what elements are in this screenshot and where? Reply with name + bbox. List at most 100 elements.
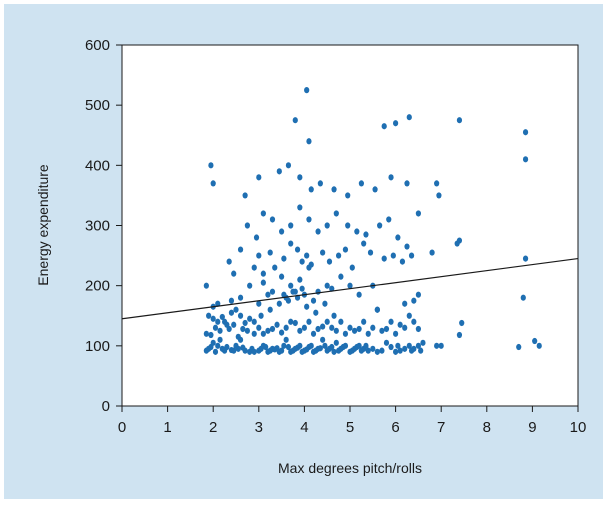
data-point <box>206 312 212 319</box>
data-point <box>438 342 444 349</box>
data-point <box>383 339 390 346</box>
data-point <box>233 306 239 313</box>
data-point <box>267 249 273 256</box>
data-point <box>294 246 301 253</box>
data-point <box>242 319 248 327</box>
data-point <box>203 330 209 337</box>
data-point <box>215 342 221 349</box>
data-point <box>436 192 442 199</box>
data-point <box>336 252 342 259</box>
data-point <box>411 318 417 325</box>
data-point <box>301 324 307 331</box>
data-point <box>231 347 237 354</box>
data-point <box>269 325 276 333</box>
data-point <box>308 261 314 268</box>
data-point <box>342 330 349 337</box>
x-tick-label: 1 <box>163 419 171 436</box>
data-point <box>388 174 394 181</box>
data-point <box>388 318 394 325</box>
data-point <box>281 342 287 349</box>
x-tick-label: 7 <box>437 419 445 436</box>
data-point <box>379 347 385 354</box>
data-point <box>363 342 369 349</box>
data-point <box>313 309 319 316</box>
data-point <box>292 288 298 295</box>
data-point <box>256 174 262 181</box>
data-point <box>251 318 257 325</box>
data-point <box>329 343 335 351</box>
x-tick-label: 4 <box>300 419 308 436</box>
data-point <box>395 234 401 241</box>
data-point <box>285 162 292 169</box>
data-point <box>240 325 246 333</box>
y-tick-label: 200 <box>85 278 110 295</box>
data-point <box>260 210 266 217</box>
data-point <box>265 327 271 334</box>
data-point <box>279 329 285 336</box>
data-point <box>522 255 529 262</box>
data-point <box>210 180 216 187</box>
data-point <box>279 228 285 235</box>
data-point <box>324 222 330 229</box>
data-point <box>219 313 225 321</box>
data-point <box>310 297 317 304</box>
data-point <box>224 343 230 351</box>
data-point <box>383 325 390 333</box>
data-point <box>516 343 522 351</box>
data-point <box>415 210 421 217</box>
data-point <box>402 345 408 352</box>
data-point <box>244 222 250 229</box>
data-point <box>388 343 394 351</box>
data-point <box>532 337 538 345</box>
x-tick-label: 8 <box>483 419 491 436</box>
data-point <box>397 347 403 354</box>
data-point <box>292 319 298 327</box>
data-point <box>203 282 209 289</box>
data-point <box>272 264 278 271</box>
data-point <box>285 343 292 351</box>
data-point <box>345 192 351 199</box>
data-point <box>260 330 266 337</box>
data-point <box>406 114 412 121</box>
y-tick-label: 100 <box>85 338 110 355</box>
data-point <box>404 180 410 187</box>
data-point <box>299 285 305 292</box>
y-axis-label: Energy expenditure <box>35 164 51 286</box>
data-point <box>356 291 362 298</box>
data-point <box>256 252 262 259</box>
data-point <box>242 347 248 354</box>
data-point <box>265 291 271 298</box>
y-tick-label: 600 <box>85 37 110 54</box>
data-point <box>217 327 223 334</box>
data-point <box>365 347 371 354</box>
data-point <box>408 252 415 259</box>
data-point <box>372 186 378 193</box>
x-axis-label: Max degrees pitch/rolls <box>278 460 422 476</box>
data-point <box>274 321 280 328</box>
data-point <box>208 331 214 339</box>
data-point <box>454 240 460 247</box>
data-point <box>251 330 257 337</box>
data-point <box>297 342 303 349</box>
x-tick-label: 5 <box>346 419 354 436</box>
data-point <box>434 180 440 187</box>
data-point <box>228 309 235 316</box>
data-point <box>347 282 353 289</box>
data-point <box>361 318 367 325</box>
data-point <box>367 249 374 256</box>
data-point <box>342 342 349 349</box>
data-point <box>536 342 542 349</box>
data-point <box>415 342 421 349</box>
data-point <box>247 315 253 322</box>
data-point <box>434 342 440 349</box>
data-point <box>333 210 339 217</box>
data-point <box>308 342 314 349</box>
data-point <box>251 264 257 271</box>
x-tick-label: 3 <box>255 419 263 436</box>
data-point <box>231 321 237 328</box>
data-point <box>306 318 312 325</box>
data-point <box>395 342 401 349</box>
data-point <box>283 324 289 331</box>
